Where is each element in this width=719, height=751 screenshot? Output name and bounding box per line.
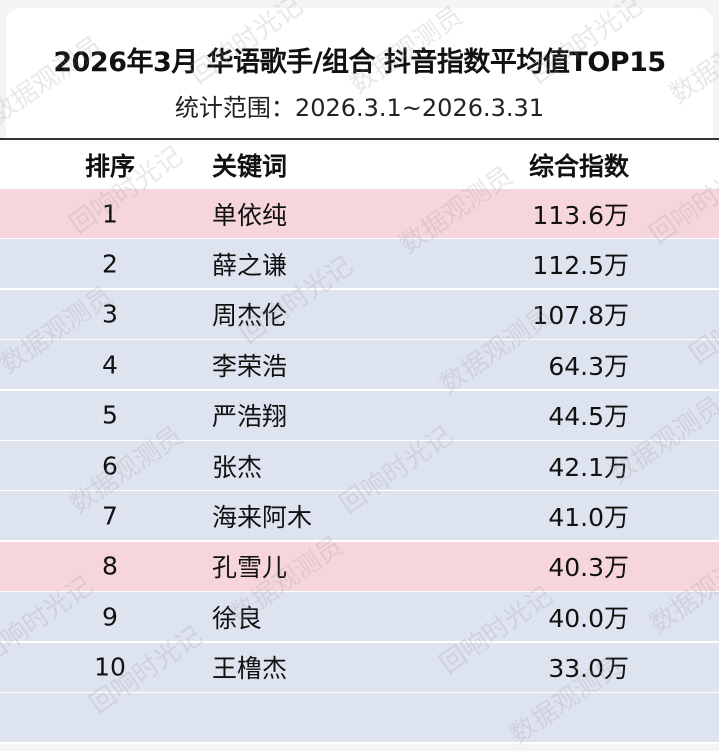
table-row: 1 单依纯 113.6万 — [0, 189, 719, 240]
index-cell: 107.8万 — [532, 301, 629, 331]
keyword-cell: 徐良 — [212, 603, 263, 633]
index-cell: 40.3万 — [548, 553, 629, 583]
table-row-partial — [0, 693, 719, 744]
table-row: 6 张杰 42.1万 — [0, 441, 719, 492]
table-row: 7 海来阿木 41.0万 — [0, 491, 719, 543]
rank-cell: 2 — [102, 249, 118, 279]
keyword-cell: 严浩翔 — [212, 402, 288, 432]
index-cell: 64.3万 — [548, 351, 629, 381]
keyword-cell: 李荣浩 — [212, 351, 288, 381]
rank-cell: 10 — [94, 652, 126, 682]
rank-cell: 8 — [102, 551, 118, 581]
index-cell: 113.6万 — [532, 200, 629, 230]
keyword-cell: 单依纯 — [212, 200, 288, 230]
page-title: 2026年3月 华语歌手/组合 抖音指数平均值TOP15 — [53, 47, 666, 78]
header-rank: 排序 — [84, 151, 135, 181]
header-keyword: 关键词 — [212, 151, 288, 181]
table-row: 5 严浩翔 44.5万 — [0, 390, 719, 442]
table-row: 4 李荣浩 64.3万 — [0, 340, 719, 392]
rank-cell: 7 — [102, 501, 118, 531]
table-row: 2 薛之谦 112.5万 — [0, 239, 719, 291]
table-header: 排序 关键词 综合指数 — [0, 140, 719, 191]
index-cell: 44.5万 — [548, 402, 629, 432]
index-cell: 40.0万 — [548, 603, 629, 633]
index-cell: 112.5万 — [532, 250, 629, 280]
rank-cell: 4 — [102, 350, 118, 380]
index-cell: 41.0万 — [548, 502, 629, 532]
table-row: 9 徐良 40.0万 — [0, 592, 719, 644]
keyword-cell: 张杰 — [212, 452, 263, 482]
rank-cell: 9 — [102, 602, 118, 632]
header-divider — [0, 138, 719, 140]
rank-cell: 3 — [102, 299, 118, 329]
keyword-cell: 海来阿木 — [212, 502, 313, 532]
keyword-cell: 孔雪儿 — [212, 553, 288, 583]
keyword-cell: 周杰伦 — [212, 301, 288, 331]
rank-cell: 6 — [102, 451, 118, 480]
table-row: 8 孔雪儿 40.3万 — [0, 541, 719, 593]
rank-cell: 1 — [102, 199, 118, 228]
keyword-cell: 薛之谦 — [212, 250, 288, 280]
table-row: 3 周杰伦 107.8万 — [0, 289, 719, 341]
date-range-subtitle: 统计范围：2026.3.1~2026.3.31 — [174, 94, 545, 122]
rank-cell: 5 — [102, 400, 118, 430]
table-row: 10 王橹杰 33.0万 — [0, 642, 719, 694]
header-index: 综合指数 — [528, 151, 629, 181]
keyword-cell: 王橹杰 — [212, 654, 288, 684]
index-cell: 33.0万 — [548, 654, 629, 684]
index-cell: 42.1万 — [548, 452, 629, 482]
